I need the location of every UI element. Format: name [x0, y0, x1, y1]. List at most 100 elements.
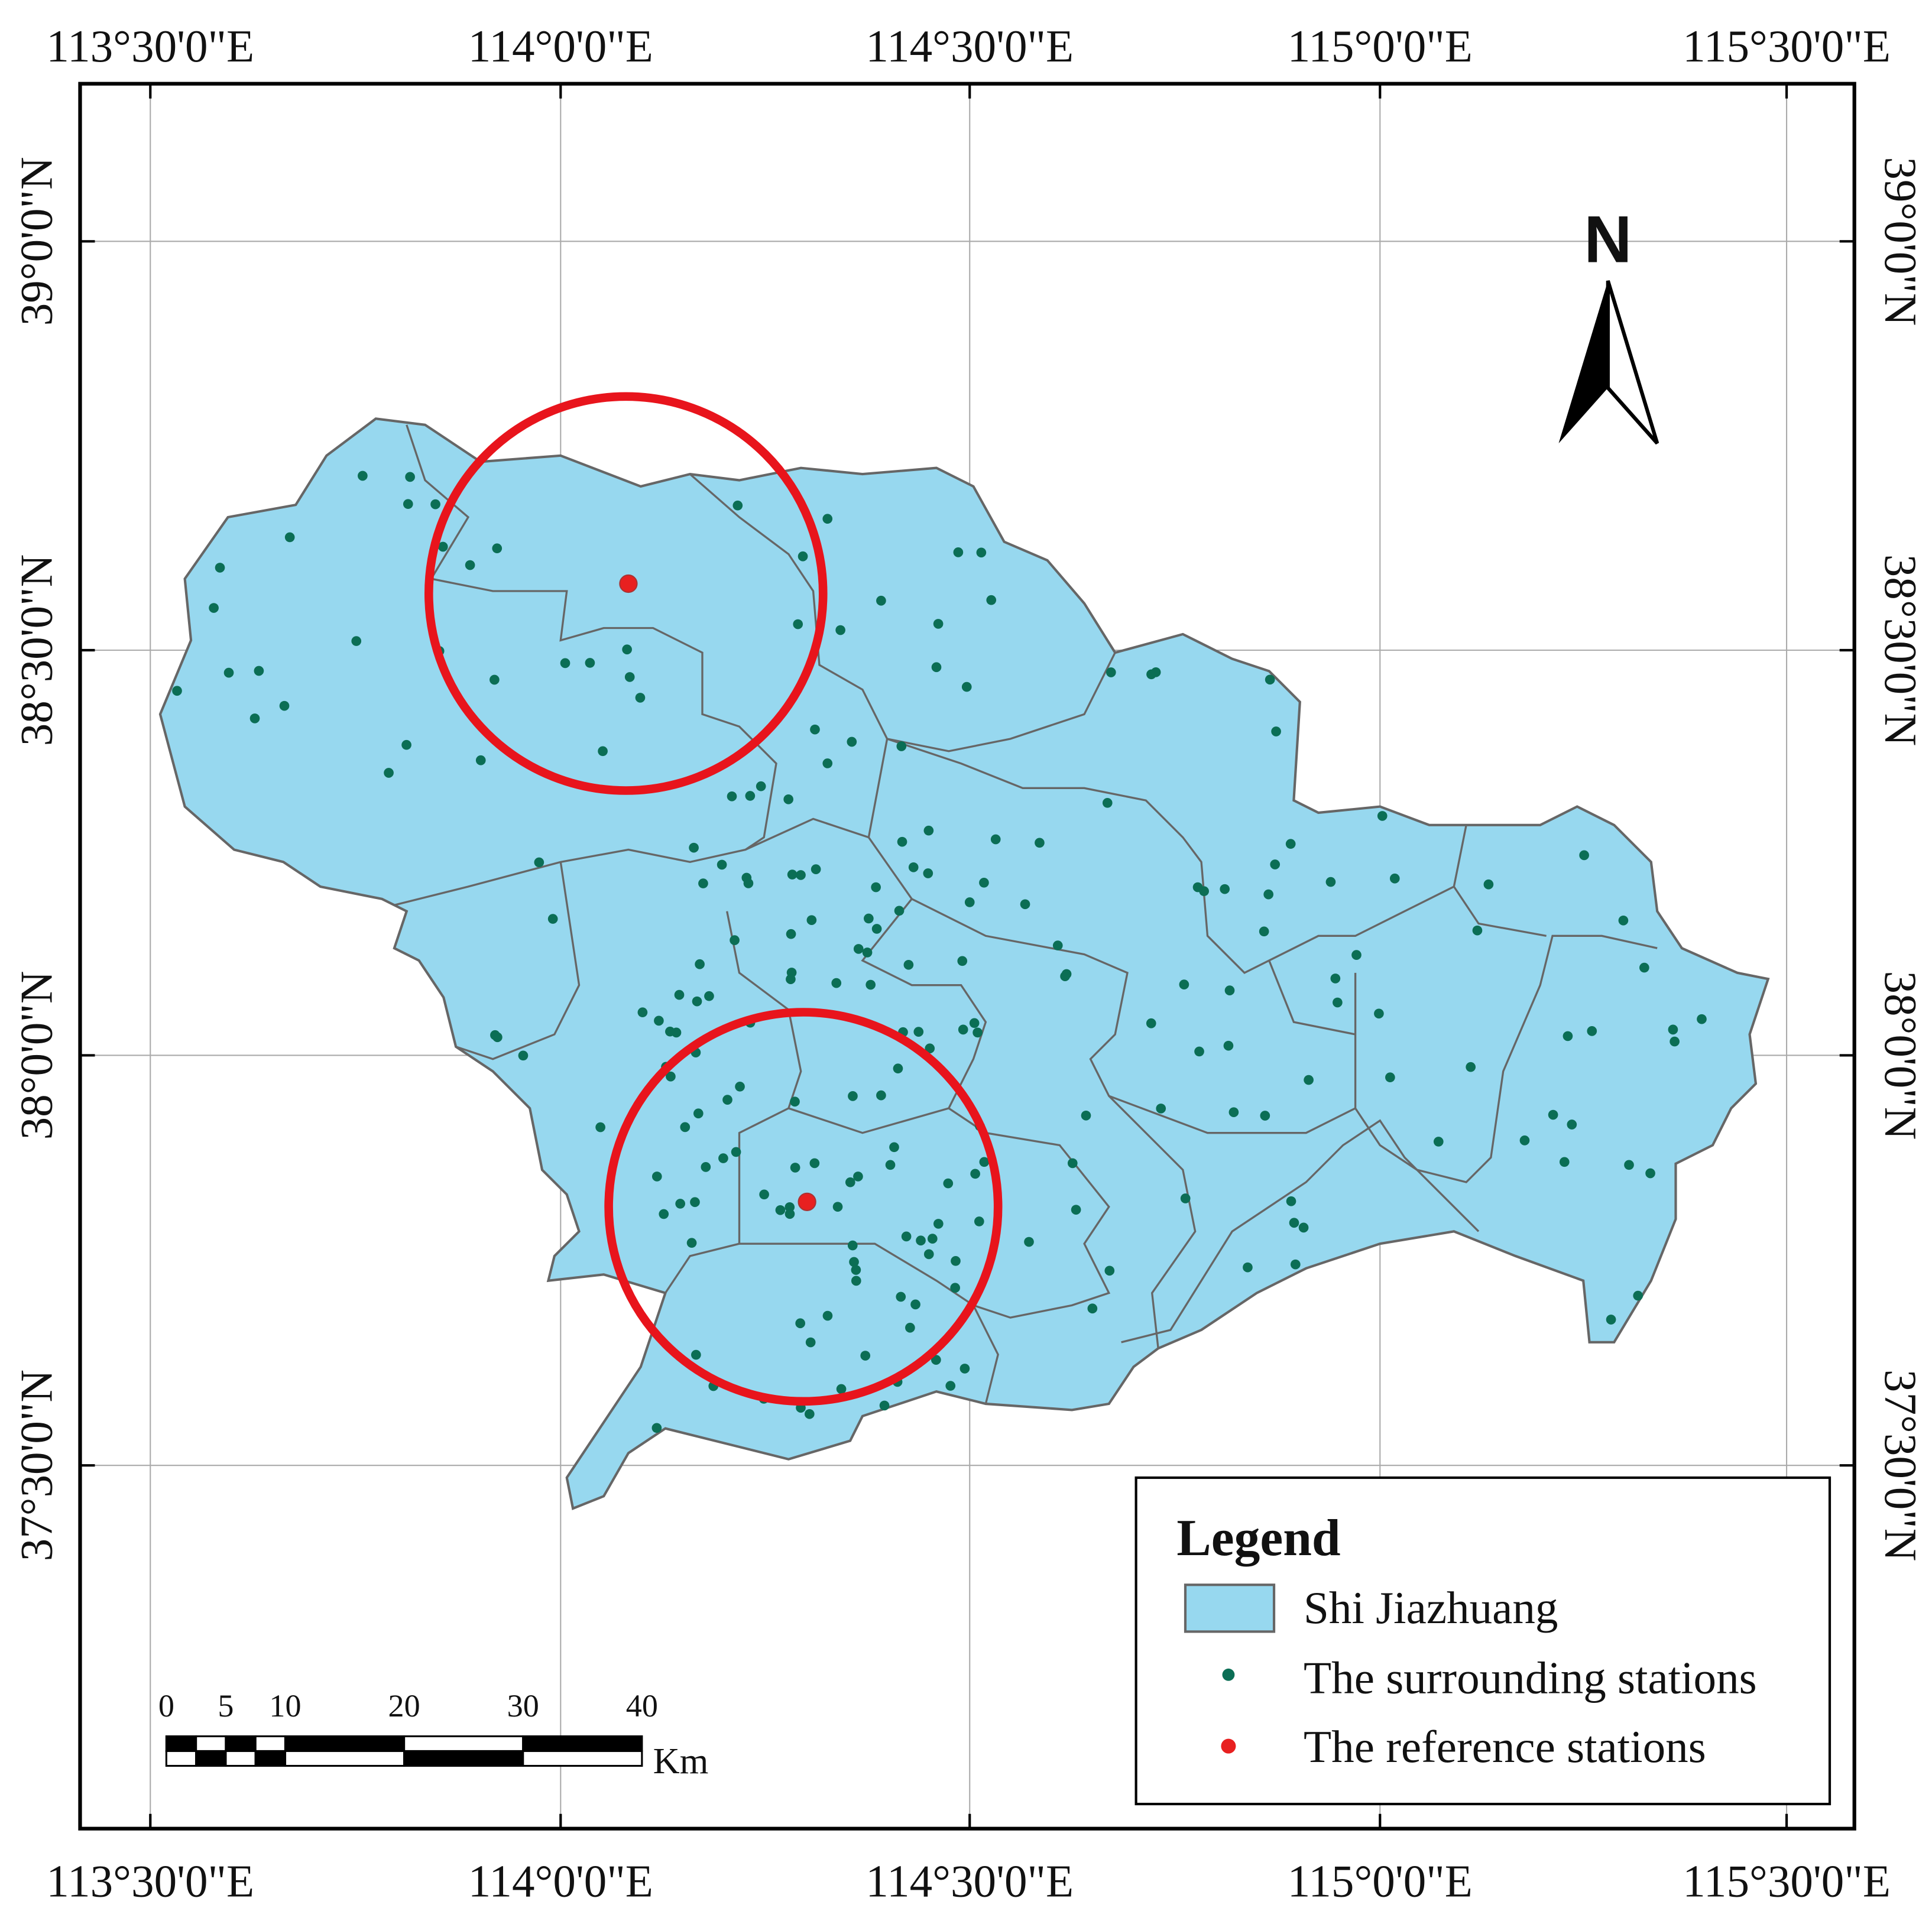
surrounding-station	[1333, 997, 1343, 1008]
scale-segment	[522, 1735, 643, 1753]
surrounding-station	[741, 872, 752, 883]
surrounding-station	[1433, 1137, 1444, 1147]
surrounding-station	[691, 1349, 701, 1360]
surrounding-station	[1263, 889, 1274, 900]
surrounding-station	[1259, 926, 1269, 937]
surrounding-station	[903, 959, 914, 970]
surrounding-station	[796, 870, 806, 880]
lon-label: 114°30'0"E	[865, 1855, 1074, 1906]
surrounding-station	[893, 1063, 903, 1074]
surrounding-station	[950, 1283, 960, 1293]
surrounding-station	[847, 1240, 858, 1251]
surrounding-station	[654, 1015, 664, 1026]
scale-segment	[522, 1750, 643, 1767]
surrounding-station	[759, 1189, 769, 1200]
surrounding-station	[1081, 1110, 1091, 1121]
surrounding-station	[793, 619, 803, 629]
surrounding-station	[871, 924, 882, 934]
surrounding-station	[822, 514, 833, 524]
lon-label: 114°0'0"E	[468, 1855, 653, 1906]
surrounding-station	[1104, 1265, 1115, 1276]
surrounding-station	[853, 1172, 863, 1182]
surrounding-station	[795, 1318, 806, 1329]
lat-label: 37°30'0"N	[11, 1370, 62, 1561]
border	[1268, 960, 1356, 1036]
surrounding-station	[1697, 1014, 1707, 1024]
surrounding-station	[698, 878, 708, 888]
surrounding-station	[731, 1147, 741, 1157]
surrounding-station	[1087, 1303, 1098, 1314]
surrounding-station	[172, 686, 182, 696]
legend-title: Legend	[1176, 1509, 1340, 1566]
surrounding-station	[680, 1122, 691, 1133]
surrounding-station	[958, 1024, 968, 1035]
surrounding-station	[659, 1209, 669, 1219]
surrounding-station	[1645, 1168, 1655, 1179]
surrounding-station	[1150, 667, 1161, 677]
surrounding-station	[1228, 1107, 1239, 1117]
lat-label: 38°30'0"N	[11, 554, 62, 746]
surrounding-station	[1472, 925, 1483, 936]
reference-station	[619, 574, 638, 593]
surrounding-station	[822, 758, 833, 768]
surrounding-station	[351, 636, 362, 646]
surrounding-station	[692, 996, 702, 1007]
surrounding-station	[1351, 950, 1362, 960]
surrounding-station	[905, 1322, 915, 1333]
surrounding-station	[1035, 838, 1045, 848]
surrounding-station	[1325, 877, 1336, 887]
surrounding-station	[853, 944, 864, 954]
surrounding-station	[1330, 974, 1341, 984]
surrounding-station	[651, 1172, 662, 1182]
surrounding-station	[901, 1231, 912, 1242]
surrounding-station	[959, 1364, 970, 1374]
surrounding-station	[279, 700, 290, 711]
surrounding-station	[847, 736, 857, 747]
scale-label: 30	[507, 1688, 539, 1724]
surrounding-station	[1265, 674, 1275, 685]
surrounding-station	[534, 857, 544, 868]
arrow-right	[1606, 280, 1659, 445]
scale-segment	[403, 1735, 524, 1753]
legend-box	[1134, 1476, 1831, 1806]
surrounding-station	[1106, 667, 1116, 677]
surrounding-station	[1377, 811, 1388, 821]
surrounding-station	[805, 1337, 816, 1348]
scale-segment	[284, 1750, 406, 1767]
surrounding-station	[897, 836, 907, 847]
surrounding-station	[1519, 1135, 1530, 1146]
surrounding-station	[686, 1238, 697, 1248]
surrounding-station	[1587, 1026, 1597, 1036]
lat-label: 38°30'0"N	[1875, 554, 1926, 746]
surrounding-station	[1548, 1109, 1558, 1120]
surrounding-station	[976, 547, 987, 558]
surrounding-station	[1146, 1018, 1156, 1028]
surrounding-station	[849, 1257, 859, 1267]
surrounding-station	[876, 595, 886, 606]
surrounding-station	[598, 746, 608, 757]
surrounding-station	[783, 794, 794, 804]
surrounding-station	[865, 979, 876, 990]
surrounding-station	[1579, 850, 1589, 861]
surrounding-station	[953, 547, 964, 557]
scale-segment	[195, 1750, 227, 1767]
surrounding-station	[1289, 1218, 1299, 1228]
surrounding-station	[860, 1351, 871, 1361]
surrounding-station	[1389, 873, 1400, 884]
surrounding-station	[973, 1027, 983, 1038]
surrounding-station	[970, 1169, 980, 1179]
surrounding-station	[1271, 726, 1281, 736]
surrounding-station	[1304, 1075, 1314, 1085]
surrounding-station	[851, 1265, 861, 1275]
surrounding-station	[1052, 940, 1063, 950]
scale-label: 0	[158, 1688, 174, 1724]
surrounding-station	[957, 956, 968, 966]
surrounding-station	[675, 1199, 686, 1209]
district-borders	[394, 424, 1658, 1404]
surrounding-station	[215, 563, 225, 573]
surrounding-station	[595, 1122, 605, 1133]
surrounding-station	[896, 741, 907, 751]
reference-station	[798, 1192, 816, 1211]
surrounding-station	[798, 551, 808, 562]
